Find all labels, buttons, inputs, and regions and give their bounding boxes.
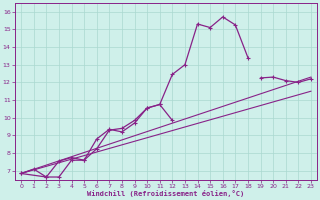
X-axis label: Windchill (Refroidissement éolien,°C): Windchill (Refroidissement éolien,°C) [87, 190, 245, 197]
